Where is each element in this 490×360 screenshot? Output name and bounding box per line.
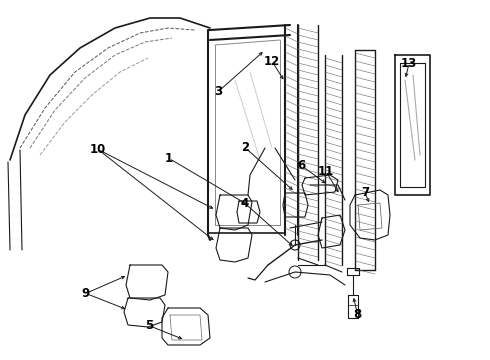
- Text: 2: 2: [241, 141, 249, 154]
- Text: 4: 4: [241, 197, 249, 210]
- Text: 1: 1: [165, 152, 173, 165]
- Text: 13: 13: [401, 57, 417, 69]
- Text: 5: 5: [146, 319, 153, 332]
- Text: 12: 12: [264, 55, 280, 68]
- Text: 7: 7: [361, 186, 369, 199]
- Text: 9: 9: [82, 287, 90, 300]
- Text: 10: 10: [90, 143, 106, 156]
- Text: 3: 3: [214, 85, 222, 98]
- Text: 8: 8: [354, 309, 362, 321]
- Text: 11: 11: [318, 165, 334, 177]
- Text: 6: 6: [297, 159, 305, 172]
